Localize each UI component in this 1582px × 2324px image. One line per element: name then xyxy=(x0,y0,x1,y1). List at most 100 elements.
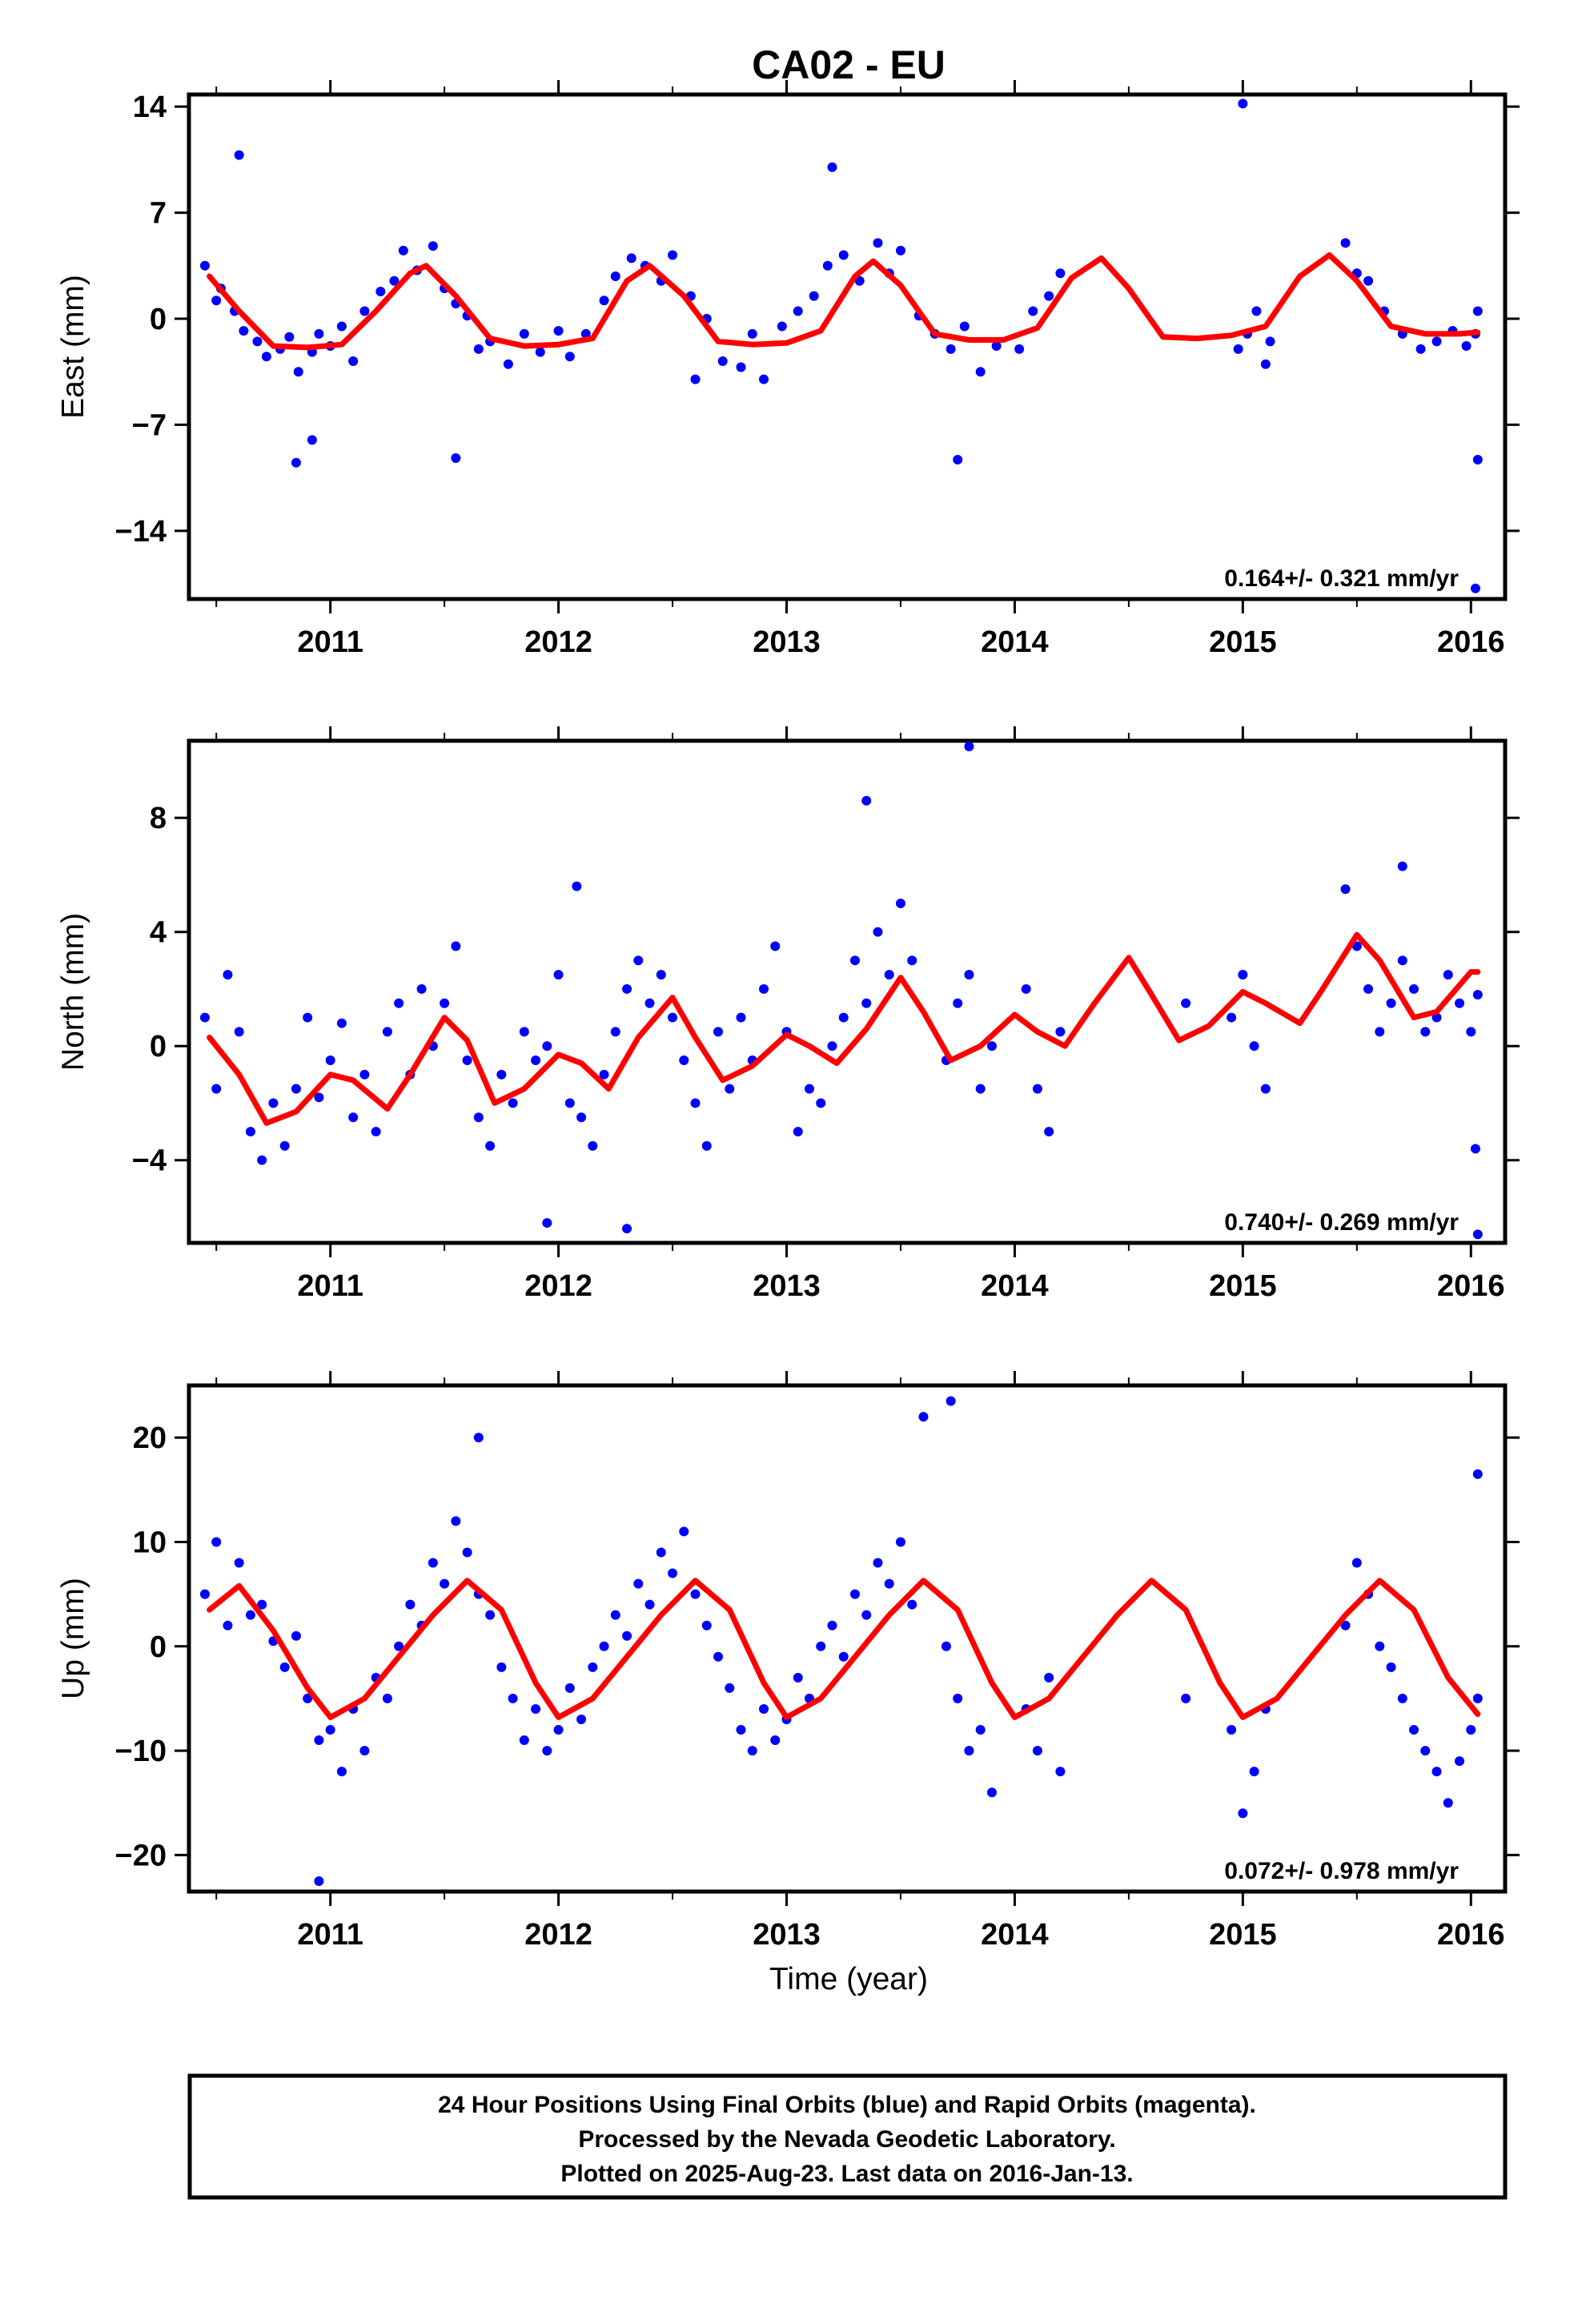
east-data-point xyxy=(759,374,769,384)
east-rate-label: 0.164+/- 0.321 mm/yr xyxy=(1224,565,1459,592)
north-x-tick-label: 2013 xyxy=(753,1269,821,1303)
north-data-point xyxy=(542,1041,552,1051)
north-data-point xyxy=(572,881,582,891)
east-data-point xyxy=(564,352,575,362)
north-data-point xyxy=(804,1084,814,1094)
north-data-point xyxy=(336,1018,347,1028)
east-data-point xyxy=(1472,454,1483,464)
east-data-point xyxy=(1415,344,1426,354)
north-y-tick-label: −4 xyxy=(132,1144,167,1178)
up-data-point xyxy=(576,1714,587,1724)
east-data-point xyxy=(599,296,609,306)
up-data-point xyxy=(473,1433,484,1443)
north-y-tick-label: 8 xyxy=(150,802,167,835)
north-data-point xyxy=(964,742,974,752)
north-data-point xyxy=(610,1027,620,1037)
up-data-point xyxy=(861,1610,872,1620)
north-data-point xyxy=(1409,983,1419,994)
up-x-tick-label: 2013 xyxy=(753,1918,821,1952)
up-data-point xyxy=(849,1589,860,1599)
east-data-point xyxy=(519,328,529,339)
east-data-point xyxy=(1461,341,1472,352)
north-data-point xyxy=(485,1140,496,1151)
north-data-point xyxy=(394,998,404,1008)
up-data-point xyxy=(656,1547,666,1558)
up-data-point xyxy=(325,1725,335,1735)
up-data-point xyxy=(314,1876,324,1886)
up-data-point xyxy=(428,1558,438,1568)
east-data-point xyxy=(261,352,271,362)
north-data-point xyxy=(451,941,461,951)
footer-line-1: 24 Hour Positions Using Final Orbits (bl… xyxy=(438,2092,1256,2118)
north-data-point xyxy=(770,941,781,951)
up-data-point xyxy=(564,1683,575,1693)
up-data-point xyxy=(884,1578,894,1589)
north-x-tick-label: 2014 xyxy=(981,1269,1049,1303)
east-data-point xyxy=(348,356,359,366)
east-data-point xyxy=(991,341,1002,352)
north-panel: −4 0 4 8 2011 2012 2013 2014 2015 2016 North (mm) 0… xyxy=(56,726,1520,1303)
up-data-point xyxy=(1431,1767,1442,1777)
north-x-tick-label: 2011 xyxy=(297,1269,363,1303)
up-data-point xyxy=(1455,1756,1465,1767)
up-data-point xyxy=(1238,1808,1248,1819)
north-data-point xyxy=(1032,1084,1042,1094)
up-data-point xyxy=(838,1651,849,1662)
up-data-point xyxy=(279,1662,290,1672)
north-data-point xyxy=(199,1012,210,1023)
east-data-point xyxy=(359,306,370,316)
north-data-point xyxy=(816,1098,826,1108)
up-data-point xyxy=(303,1693,313,1703)
east-data-point xyxy=(389,275,400,286)
east-x-tick-label: 2015 xyxy=(1209,625,1277,659)
north-data-point xyxy=(1021,983,1031,994)
east-x-tick-label: 2016 xyxy=(1437,625,1505,659)
east-data-point xyxy=(953,454,963,464)
east-data-point xyxy=(503,359,513,369)
up-data-point xyxy=(816,1641,826,1651)
footer-box xyxy=(187,2073,1508,2200)
north-data-point xyxy=(1340,884,1351,895)
up-data-point xyxy=(291,1630,301,1641)
up-data-point xyxy=(1375,1641,1385,1651)
north-data-point xyxy=(793,1127,803,1137)
north-y-tick-label: 0 xyxy=(150,1030,167,1063)
north-plot-frame xyxy=(187,738,1508,1245)
north-data-point xyxy=(975,1084,986,1094)
north-data-point xyxy=(496,1069,507,1080)
east-data-point xyxy=(1265,336,1275,347)
north-data-point xyxy=(519,1027,529,1037)
up-data-point xyxy=(679,1526,689,1537)
east-y-tick-label: −14 xyxy=(115,515,167,549)
north-data-point xyxy=(279,1140,290,1151)
east-data-point xyxy=(946,344,956,354)
north-data-point xyxy=(736,1012,746,1023)
north-data-point xyxy=(462,1055,472,1065)
up-data-point xyxy=(759,1703,769,1714)
east-data-point xyxy=(314,328,324,339)
east-x-tick-label: 2012 xyxy=(524,625,592,659)
north-data-point xyxy=(576,1112,587,1123)
north-data-point xyxy=(827,1041,837,1051)
east-data-point xyxy=(838,250,849,260)
up-data-point xyxy=(1044,1672,1054,1683)
east-data-point xyxy=(375,286,386,296)
north-data-point xyxy=(531,1055,541,1065)
up-data-point xyxy=(918,1412,929,1422)
up-data-point xyxy=(1466,1725,1476,1735)
up-data-point xyxy=(211,1537,222,1547)
north-data-point xyxy=(371,1127,381,1137)
up-data-point xyxy=(610,1610,620,1620)
up-data-point xyxy=(986,1787,997,1798)
up-data-point xyxy=(1443,1798,1453,1808)
up-data-point xyxy=(1249,1767,1259,1777)
east-data-point xyxy=(252,336,263,347)
up-data-point xyxy=(588,1662,598,1672)
north-data-point xyxy=(564,1098,575,1108)
up-data-point xyxy=(793,1672,803,1683)
up-y-tick-label: 0 xyxy=(150,1630,167,1664)
east-data-point xyxy=(398,245,408,255)
east-data-point xyxy=(580,328,591,339)
north-rate-label: 0.740+/- 0.269 mm/yr xyxy=(1224,1209,1459,1236)
north-data-point xyxy=(1375,1027,1385,1037)
